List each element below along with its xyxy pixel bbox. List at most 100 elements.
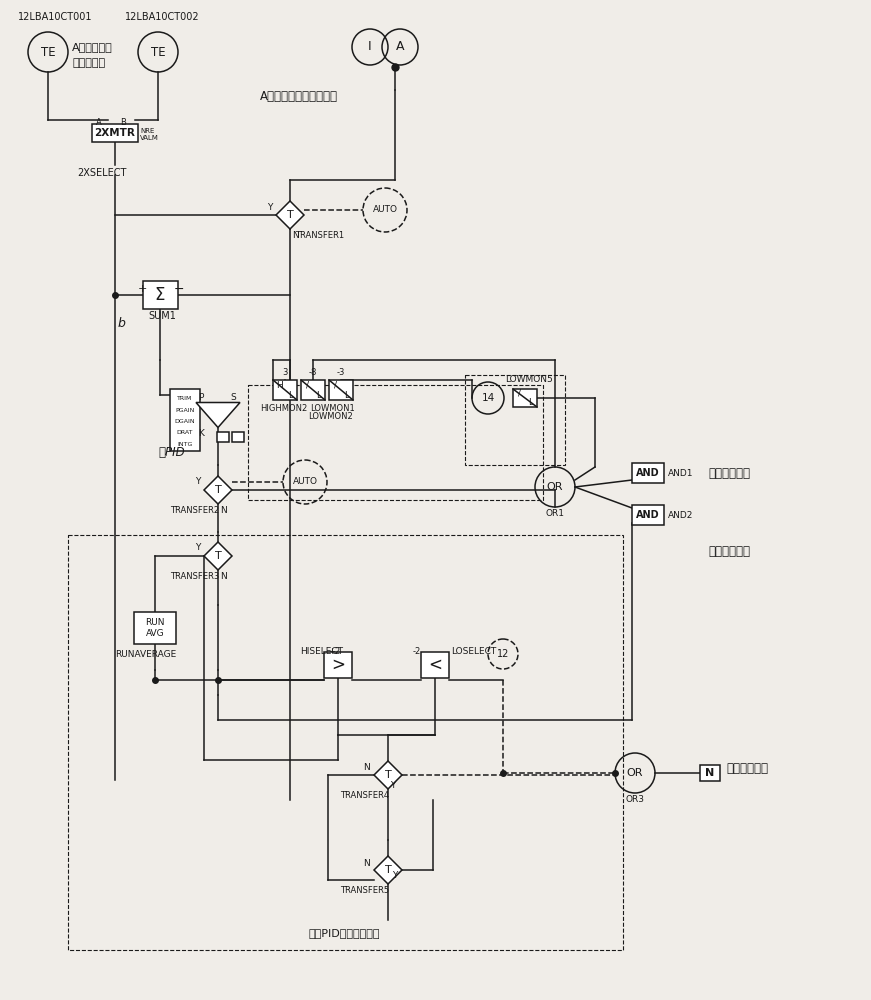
Text: N: N bbox=[220, 506, 226, 515]
Text: 低温控制逻辑: 低温控制逻辑 bbox=[708, 467, 750, 480]
Text: T: T bbox=[385, 770, 391, 780]
Text: -2: -2 bbox=[413, 647, 421, 656]
Text: DRAT: DRAT bbox=[177, 430, 193, 436]
Text: N: N bbox=[292, 231, 299, 240]
Text: AUTO: AUTO bbox=[293, 478, 318, 487]
Polygon shape bbox=[276, 201, 304, 229]
Text: 稳态控制逻辑: 稳态控制逻辑 bbox=[726, 762, 768, 776]
Text: LOSELECT: LOSELECT bbox=[451, 647, 496, 656]
Text: AND1: AND1 bbox=[668, 469, 693, 478]
Text: TE: TE bbox=[151, 45, 165, 58]
Text: RUN
AVG: RUN AVG bbox=[145, 618, 165, 638]
Bar bbox=[700, 765, 720, 781]
Text: DGAIN: DGAIN bbox=[175, 419, 195, 424]
Text: -8: -8 bbox=[309, 368, 317, 377]
Text: TE: TE bbox=[41, 45, 56, 58]
Text: HISELECT: HISELECT bbox=[300, 647, 343, 656]
Bar bbox=[632, 505, 664, 525]
Text: 高温控制逻辑: 高温控制逻辑 bbox=[708, 545, 750, 558]
Bar bbox=[632, 463, 664, 483]
Polygon shape bbox=[374, 856, 402, 884]
Text: OR: OR bbox=[627, 768, 644, 778]
Text: AUTO: AUTO bbox=[373, 206, 397, 215]
Text: RUNAVERAGE: RUNAVERAGE bbox=[115, 650, 176, 659]
Polygon shape bbox=[204, 476, 232, 504]
Text: −: − bbox=[174, 282, 185, 296]
Text: OR1: OR1 bbox=[545, 509, 564, 518]
Bar bbox=[465, 375, 565, 465]
Text: 主PID: 主PID bbox=[158, 446, 185, 458]
Text: 12: 12 bbox=[496, 649, 510, 659]
Text: AND2: AND2 bbox=[668, 511, 693, 520]
Text: A: A bbox=[395, 40, 404, 53]
Text: Y: Y bbox=[194, 544, 200, 552]
Text: Y: Y bbox=[390, 780, 395, 790]
Text: Y: Y bbox=[392, 871, 397, 880]
Text: S: S bbox=[230, 393, 236, 402]
Text: +: + bbox=[138, 284, 147, 294]
Text: A俧出口主汽温度设定値: A俧出口主汽温度设定値 bbox=[260, 90, 338, 103]
Text: Y: Y bbox=[267, 202, 272, 212]
Text: TRANSFER4: TRANSFER4 bbox=[340, 791, 389, 800]
Text: A俧出口主汽: A俧出口主汽 bbox=[72, 42, 112, 52]
Text: VALM: VALM bbox=[140, 135, 159, 141]
Text: LOWMON5: LOWMON5 bbox=[505, 375, 553, 384]
Text: INTG: INTG bbox=[178, 442, 192, 447]
Text: PGAIN: PGAIN bbox=[175, 408, 195, 412]
Text: 3: 3 bbox=[282, 368, 287, 377]
Text: -3: -3 bbox=[337, 368, 345, 377]
Text: L: L bbox=[529, 398, 534, 407]
Text: L: L bbox=[316, 390, 321, 399]
Text: b: b bbox=[118, 317, 126, 330]
Text: 2XMTR: 2XMTR bbox=[95, 128, 135, 138]
Text: 12LBA10CT001: 12LBA10CT001 bbox=[18, 12, 92, 22]
Text: N: N bbox=[363, 859, 370, 868]
Text: 温度测量値: 温度测量値 bbox=[72, 58, 105, 68]
Text: 14: 14 bbox=[482, 393, 495, 403]
Bar bbox=[143, 281, 178, 309]
Text: T: T bbox=[385, 865, 391, 875]
Polygon shape bbox=[204, 542, 232, 570]
Text: HIGHMON2: HIGHMON2 bbox=[260, 404, 307, 413]
Text: N: N bbox=[220, 572, 226, 581]
Text: SUM1: SUM1 bbox=[148, 311, 176, 321]
Text: L: L bbox=[288, 390, 294, 399]
Text: Y: Y bbox=[194, 478, 200, 487]
Text: N: N bbox=[363, 762, 370, 772]
Text: N: N bbox=[706, 768, 714, 778]
Text: K: K bbox=[198, 430, 204, 438]
Text: /: / bbox=[306, 380, 308, 389]
Text: H: H bbox=[275, 380, 282, 389]
Text: >: > bbox=[331, 656, 345, 674]
Text: 2XSELECT: 2XSELECT bbox=[77, 168, 126, 178]
Bar bbox=[324, 652, 352, 678]
Bar bbox=[301, 380, 325, 400]
Bar bbox=[68, 535, 623, 950]
Text: A: A bbox=[96, 118, 102, 127]
Text: Σ: Σ bbox=[155, 286, 165, 304]
Text: NRE: NRE bbox=[140, 128, 154, 134]
Text: TRANSFER1: TRANSFER1 bbox=[295, 231, 344, 240]
Text: LOWMON2: LOWMON2 bbox=[308, 412, 353, 421]
Bar bbox=[134, 612, 176, 644]
Text: TRANSFER3: TRANSFER3 bbox=[170, 572, 219, 581]
Text: TRANSFER5: TRANSFER5 bbox=[340, 886, 389, 895]
Text: TRIM: TRIM bbox=[178, 396, 192, 401]
Text: T: T bbox=[214, 551, 221, 561]
Text: P: P bbox=[198, 393, 203, 402]
Text: LOWMON1: LOWMON1 bbox=[310, 404, 354, 413]
Text: OR3: OR3 bbox=[625, 795, 644, 804]
Bar bbox=[92, 124, 138, 142]
Text: 至副PID控制器输入端: 至副PID控制器输入端 bbox=[308, 928, 380, 938]
Polygon shape bbox=[374, 761, 402, 789]
Text: /: / bbox=[517, 389, 521, 398]
Bar bbox=[421, 652, 449, 678]
Text: AND: AND bbox=[636, 510, 660, 520]
Bar bbox=[248, 385, 543, 500]
Polygon shape bbox=[196, 402, 240, 428]
Text: B: B bbox=[120, 118, 126, 127]
Text: <: < bbox=[428, 656, 442, 674]
Text: T: T bbox=[287, 210, 294, 220]
Text: 12LBA10CT002: 12LBA10CT002 bbox=[125, 12, 199, 22]
Bar bbox=[273, 380, 297, 400]
